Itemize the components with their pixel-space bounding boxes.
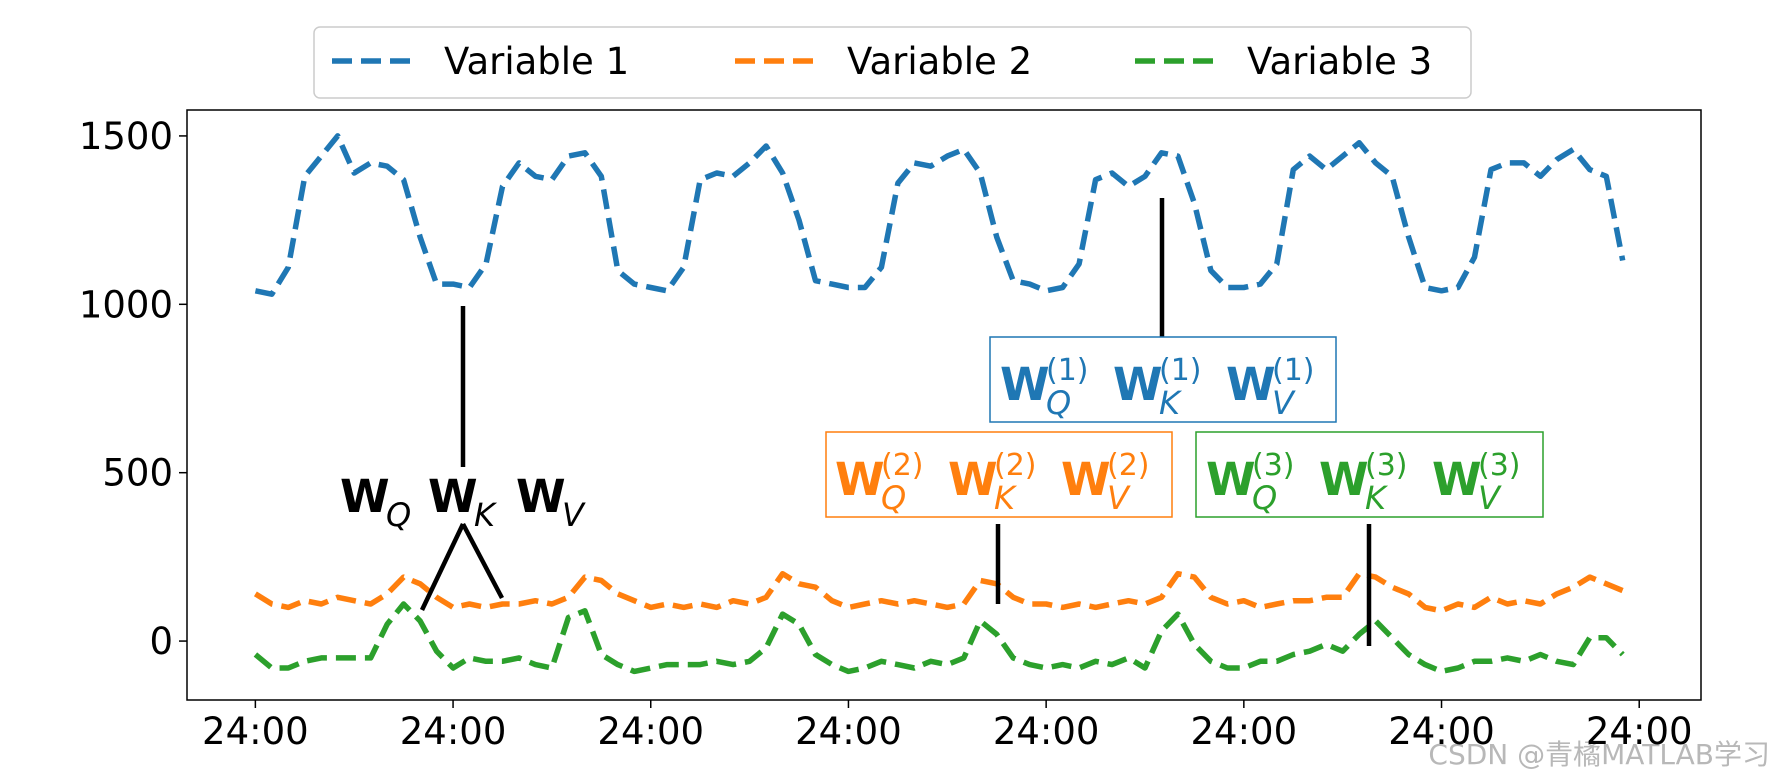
annotation-base: W <box>340 470 390 523</box>
annotation-base: W <box>1113 358 1163 411</box>
annotation-box <box>825 431 1173 518</box>
annotation-base: W <box>1061 453 1111 506</box>
watermark: CSDN @青橘MATLAB学习 <box>1428 738 1770 771</box>
annotation-sup: (2) <box>1107 448 1150 483</box>
data-line <box>253 601 1625 675</box>
annotation-sub: V <box>1272 384 1296 422</box>
annotation-base: W <box>1206 453 1256 506</box>
data-line <box>253 570 1624 614</box>
x-tick-label: 24:00 <box>1586 710 1693 753</box>
x-tick-label: 24:00 <box>1388 710 1495 753</box>
x-tick-label: 24:00 <box>993 710 1100 753</box>
y-tick-label: 0 <box>149 620 173 663</box>
annotation-base: W <box>1432 453 1482 506</box>
annotation-sup: (1) <box>1046 353 1089 388</box>
legend-label: Variable 3 <box>1247 40 1432 83</box>
x-tick-label: 24:00 <box>597 710 704 753</box>
annotation-box <box>989 336 1337 423</box>
annotation-sub: V <box>562 496 586 534</box>
annotation-sub: K <box>994 479 1018 517</box>
data-line <box>254 133 1626 297</box>
annotation-sub: K <box>1159 384 1183 422</box>
y-tick-label: 1000 <box>79 283 173 326</box>
annotation-connector <box>419 523 466 611</box>
annotation-base: W <box>516 470 566 523</box>
annotation-sub: K <box>474 496 498 534</box>
annotation-sup: (3) <box>1478 448 1521 483</box>
annotation-sup: (3) <box>1365 448 1408 483</box>
annotation-base: W <box>1226 358 1276 411</box>
x-tick-label: 24:00 <box>400 710 507 753</box>
legend-frame <box>313 26 1472 99</box>
annotation-sub: Q <box>1046 384 1071 422</box>
x-tick-label: 24:00 <box>795 710 902 753</box>
annotation-sup: (3) <box>1252 448 1295 483</box>
legend-label: Variable 1 <box>444 40 629 83</box>
x-tick-label: 24:00 <box>202 710 309 753</box>
annotation-base: W <box>1000 358 1050 411</box>
annotation-base: W <box>948 453 998 506</box>
plot-frame <box>186 109 1702 701</box>
annotation-sup: (1) <box>1159 353 1202 388</box>
legend-label: Variable 2 <box>847 40 1032 83</box>
annotation-sub: Q <box>881 479 906 517</box>
annotation-base: W <box>835 453 885 506</box>
annotation-box <box>1195 431 1544 518</box>
annotation-sup: (2) <box>994 448 1037 483</box>
x-tick-label: 24:00 <box>1191 710 1298 753</box>
annotation-sup: (2) <box>881 448 924 483</box>
legend: Variable 1 Variable 2 Variable 3 <box>313 26 1472 99</box>
annotation-sub: K <box>1365 479 1389 517</box>
annotation-sub: V <box>1478 479 1502 517</box>
annotation-base: W <box>428 470 478 523</box>
y-tick-label: 500 <box>102 452 173 495</box>
y-tick-label: 1500 <box>79 115 173 158</box>
annotation-sub: Q <box>386 496 411 534</box>
annotation-sup: (1) <box>1272 353 1315 388</box>
annotation-base: W <box>1319 453 1369 506</box>
annotation-sub: Q <box>1252 479 1277 517</box>
annotation-connector <box>461 522 504 600</box>
annotation-sub: V <box>1107 479 1131 517</box>
